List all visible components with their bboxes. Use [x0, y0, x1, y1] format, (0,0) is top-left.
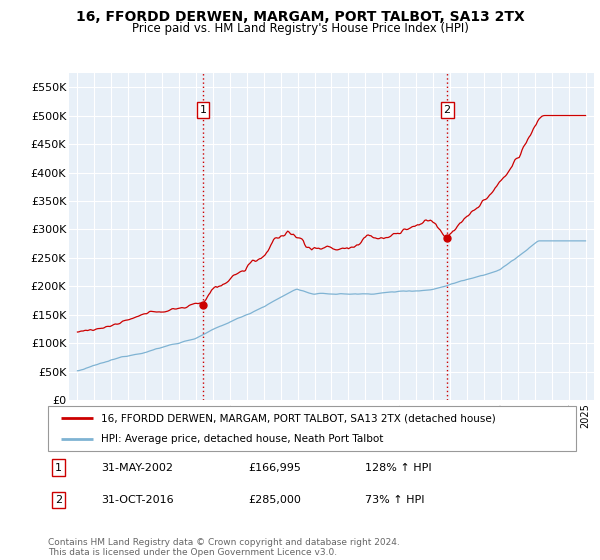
FancyBboxPatch shape: [48, 406, 576, 451]
Text: HPI: Average price, detached house, Neath Port Talbot: HPI: Average price, detached house, Neat…: [101, 433, 383, 444]
Text: 1: 1: [55, 463, 62, 473]
Text: Price paid vs. HM Land Registry's House Price Index (HPI): Price paid vs. HM Land Registry's House …: [131, 22, 469, 35]
Text: £166,995: £166,995: [248, 463, 302, 473]
Text: 31-OCT-2016: 31-OCT-2016: [101, 495, 173, 505]
Text: 16, FFORDD DERWEN, MARGAM, PORT TALBOT, SA13 2TX: 16, FFORDD DERWEN, MARGAM, PORT TALBOT, …: [76, 10, 524, 24]
Text: 73% ↑ HPI: 73% ↑ HPI: [365, 495, 424, 505]
Text: £285,000: £285,000: [248, 495, 302, 505]
Text: 31-MAY-2002: 31-MAY-2002: [101, 463, 173, 473]
Text: 128% ↑ HPI: 128% ↑ HPI: [365, 463, 431, 473]
Text: Contains HM Land Registry data © Crown copyright and database right 2024.
This d: Contains HM Land Registry data © Crown c…: [48, 538, 400, 557]
Text: 16, FFORDD DERWEN, MARGAM, PORT TALBOT, SA13 2TX (detached house): 16, FFORDD DERWEN, MARGAM, PORT TALBOT, …: [101, 413, 496, 423]
Text: 2: 2: [55, 495, 62, 505]
Text: 2: 2: [443, 105, 451, 115]
Text: 1: 1: [200, 105, 206, 115]
